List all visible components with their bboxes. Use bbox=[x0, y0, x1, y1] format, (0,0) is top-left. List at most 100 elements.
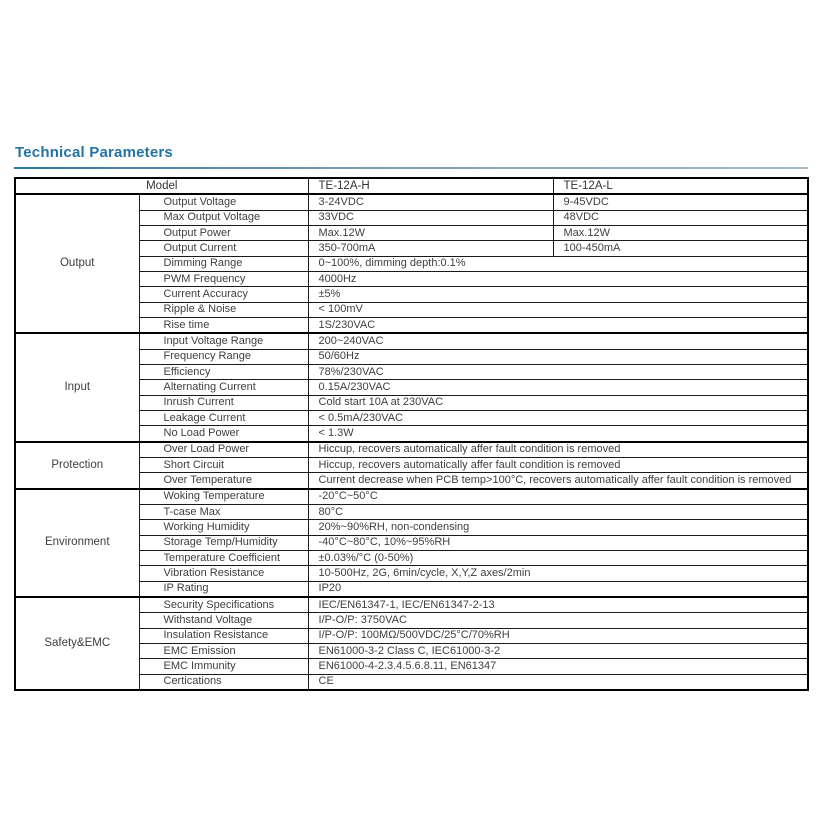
value-cell-no-load-power: < 1.3W bbox=[307, 425, 809, 443]
value-cell-ripple-noise: < 100mV bbox=[307, 301, 809, 318]
value-cell-over-load-power: Hiccup, recovers automatically affer fau… bbox=[307, 440, 809, 458]
value-cell-t-case-max: 80°C bbox=[307, 503, 809, 521]
value-cell-output-voltage-te12a-l: 9-45VDC bbox=[552, 193, 809, 211]
value-cell-emc-immunity: EN61000-4-2.3.4.5.6.8.11, EN61347 bbox=[307, 658, 809, 675]
value-cell-certications: CE bbox=[307, 673, 809, 691]
param-cell-leakage-current: Leakage Current bbox=[138, 409, 309, 427]
value-cell-emc-emission: EN61000-3-2 Class C, IEC61000-3-2 bbox=[307, 642, 809, 660]
param-cell-input-voltage-range: Input Voltage Range bbox=[138, 332, 309, 350]
param-cell-output-power: Output Power bbox=[138, 224, 309, 242]
table-row: Frequency Range 50/60Hz bbox=[15, 348, 809, 365]
param-cell-over-temperature: Over Temperature bbox=[138, 472, 309, 490]
value-cell-pwm-frequency: 4000Hz bbox=[307, 270, 809, 288]
title-underline-rule bbox=[14, 167, 808, 169]
param-cell-dimming-range: Dimming Range bbox=[138, 255, 309, 272]
table-row: Safety&EMC Security Specifications IEC/EN6… bbox=[14, 595, 809, 691]
group-label-environment: Environment bbox=[14, 487, 140, 598]
value-cell-security-specifications: IEC/EN61347-1, IEC/EN61347-2-13 bbox=[307, 595, 809, 614]
value-cell-vibration-resistance: 10-500Hz, 2G, 6min/cycle, X,Y,Z axes/2mi… bbox=[307, 565, 809, 582]
table-row: Certications CE bbox=[15, 673, 809, 691]
param-cell-over-load-power: Over Load Power bbox=[138, 440, 309, 458]
value-cell-insulation-resistance: I/P-O/P: 100MΩ/500VDC/25°C/70%RH bbox=[307, 627, 809, 644]
param-cell-vibration-resistance: Vibration Resistance bbox=[138, 565, 309, 582]
value-cell-leakage-current: < 0.5mA/230VAC bbox=[307, 409, 809, 427]
value-cell-output-power-te12a-h: Max.12W bbox=[307, 224, 554, 242]
value-cell-input-voltage-range: 200~240VAC bbox=[307, 332, 809, 350]
value-cell-output-current-te12a-h: 350-700mA bbox=[307, 240, 554, 257]
header-model: Model bbox=[14, 177, 309, 196]
param-cell-withstand-voltage: Withstand Voltage bbox=[138, 612, 309, 629]
param-cell-rise-time: Rise time bbox=[138, 316, 309, 334]
value-cell-inrush-current: Cold start 10A at 230VAC bbox=[307, 394, 809, 411]
value-cell-short-circuit: Hiccup, recovers automatically affer fau… bbox=[307, 456, 809, 474]
param-cell-certications: Certications bbox=[138, 673, 309, 691]
value-cell-ip-rating: IP20 bbox=[307, 580, 809, 598]
table-row: Output Output Voltage 3-24VDC 9-45VDC bbox=[14, 193, 809, 334]
header-model-te12a-h: TE-12A-H bbox=[307, 177, 554, 196]
value-cell-output-power-te12a-l: Max.12W bbox=[552, 224, 809, 242]
group-label-input: Input bbox=[14, 332, 140, 443]
param-cell-storage-temp-humidity: Storage Temp/Humidity bbox=[138, 534, 309, 551]
value-cell-output-voltage-te12a-h: 3-24VDC bbox=[307, 193, 554, 211]
param-cell-security-specifications: Security Specifications bbox=[138, 595, 309, 614]
header-model-te12a-l: TE-12A-L bbox=[552, 177, 809, 196]
value-cell-working-humidity: 20%~90%RH, non-condensing bbox=[307, 519, 809, 536]
table-header-row: Model TE-12A-H TE-12A-L bbox=[14, 177, 809, 196]
param-cell-temperature-coefficient: Temperature Coefficient bbox=[138, 549, 309, 567]
param-cell-no-load-power: No Load Power bbox=[138, 425, 309, 443]
table-row: Working Humidity 20%~90%RH, non-condensin… bbox=[15, 519, 809, 536]
param-cell-ripple-noise: Ripple & Noise bbox=[138, 301, 309, 318]
value-cell-max-output-voltage-te12a-h: 33VDC bbox=[307, 209, 554, 226]
param-cell-working-humidity: Working Humidity bbox=[138, 519, 309, 536]
param-cell-efficiency: Efficiency bbox=[138, 363, 309, 381]
group-label-output: Output bbox=[14, 193, 140, 334]
value-cell-temperature-coefficient: ±0.03%/°C (0-50%) bbox=[307, 549, 809, 567]
table-row: Leakage Current < 0.5mA/230VAC bbox=[15, 409, 809, 427]
table-row: Short Circuit Hiccup, recovers automatica… bbox=[15, 456, 809, 474]
table-row: Protection Over Load Power Hiccup, recover… bbox=[14, 440, 809, 490]
param-cell-current-accuracy: Current Accuracy bbox=[138, 286, 309, 303]
value-cell-current-accuracy: ±5% bbox=[307, 286, 809, 303]
param-cell-alternating-current: Alternating Current bbox=[138, 379, 309, 396]
param-cell-insulation-resistance: Insulation Resistance bbox=[138, 627, 309, 644]
table-row: Rise time 1S/230VAC bbox=[15, 316, 809, 334]
table-row: EMC Immunity EN61000-4-2.3.4.5.6.8.11, EN… bbox=[15, 658, 809, 675]
value-cell-rise-time: 1S/230VAC bbox=[307, 316, 809, 334]
param-cell-pwm-frequency: PWM Frequency bbox=[138, 270, 309, 288]
param-cell-emc-immunity: EMC Immunity bbox=[138, 658, 309, 675]
param-cell-short-circuit: Short Circuit bbox=[138, 456, 309, 474]
value-cell-alternating-current: 0.15A/230VAC bbox=[307, 379, 809, 396]
param-cell-inrush-current: Inrush Current bbox=[138, 394, 309, 411]
param-cell-max-output-voltage: Max Output Voltage bbox=[138, 209, 309, 226]
table-row: Output Power Max.12W Max.12W bbox=[15, 224, 809, 242]
table-row: PWM Frequency 4000Hz bbox=[15, 270, 809, 288]
value-cell-woking-temperature: -20°C~50°C bbox=[307, 487, 809, 505]
value-cell-over-temperature: Current decrease when PCB temp>100°C, re… bbox=[307, 472, 809, 490]
table-row: Withstand Voltage I/P-O/P: 3750VAC bbox=[15, 612, 809, 629]
param-cell-output-current: Output Current bbox=[138, 240, 309, 257]
param-cell-output-voltage: Output Voltage bbox=[138, 193, 309, 211]
technical-parameters-table: Model TE-12A-H TE-12A-L Output Output Vol… bbox=[14, 177, 810, 691]
param-cell-t-case-max: T-case Max bbox=[138, 503, 309, 521]
value-cell-efficiency: 78%/230VAC bbox=[307, 363, 809, 381]
param-cell-ip-rating: IP Rating bbox=[138, 580, 309, 598]
value-cell-storage-temp-humidity: -40°C~80°C, 10%~95%RH bbox=[307, 534, 809, 551]
table-row: Efficiency 78%/230VAC bbox=[15, 363, 809, 381]
table-row: Vibration Resistance 10-500Hz, 2G, 6min/c… bbox=[15, 565, 809, 582]
value-cell-output-current-te12a-l: 100-450mA bbox=[552, 240, 809, 257]
table-row: Environment Woking Temperature -20°C~50°C bbox=[14, 487, 809, 598]
value-cell-withstand-voltage: I/P-O/P: 3750VAC bbox=[307, 612, 809, 629]
page-title: Technical Parameters bbox=[15, 144, 173, 161]
param-cell-woking-temperature: Woking Temperature bbox=[138, 487, 309, 505]
value-cell-max-output-voltage-te12a-l: 48VDC bbox=[552, 209, 809, 226]
value-cell-frequency-range: 50/60Hz bbox=[307, 348, 809, 365]
table-row: Alternating Current 0.15A/230VAC bbox=[15, 379, 809, 396]
group-label-safety-emc: Safety&EMC bbox=[14, 595, 140, 691]
table-row: Input Input Voltage Range 200~240VAC bbox=[14, 332, 809, 443]
table-body: Model TE-12A-H TE-12A-L Output Output Vol… bbox=[14, 177, 809, 691]
table-row: Inrush Current Cold start 10A at 230VAC bbox=[15, 394, 809, 411]
group-label-protection: Protection bbox=[14, 440, 140, 490]
param-cell-frequency-range: Frequency Range bbox=[138, 348, 309, 365]
param-cell-emc-emission: EMC Emission bbox=[138, 642, 309, 660]
